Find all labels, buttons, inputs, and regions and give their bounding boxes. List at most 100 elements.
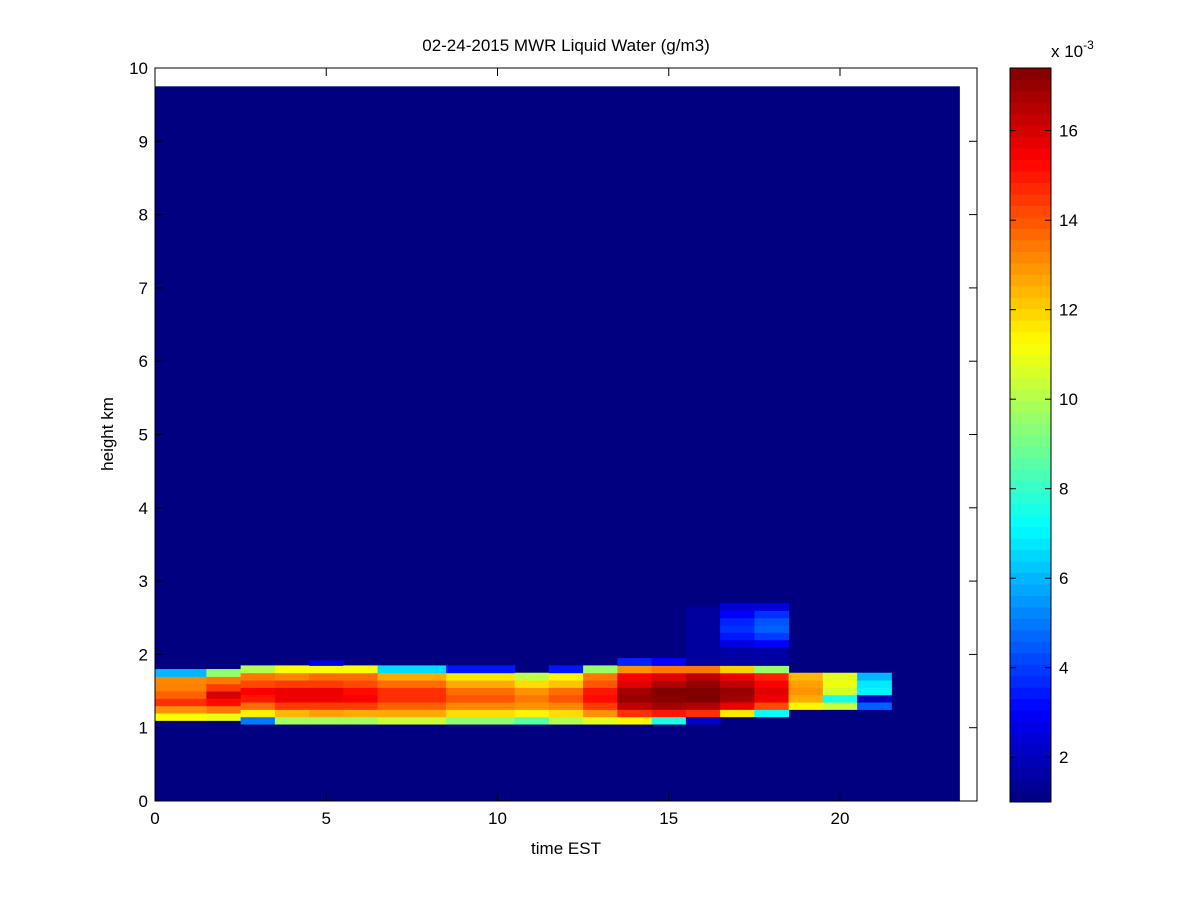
heatmap-cell: [155, 683, 207, 692]
colorbar-segment: [1010, 423, 1051, 436]
colorbar-segment: [1010, 687, 1051, 700]
heatmap-cell: [309, 716, 344, 725]
heatmap-cell: [309, 694, 344, 703]
heatmap-cell: [617, 672, 653, 681]
heatmap-cell: [240, 665, 276, 674]
y-tick-label: 8: [139, 206, 148, 225]
x-tick-label: 15: [659, 809, 678, 828]
heatmap-cell: [206, 683, 242, 692]
heatmap-cell: [720, 665, 755, 674]
y-tick-label: 2: [139, 645, 148, 664]
colorbar-segment: [1010, 148, 1051, 161]
y-tick-label: 6: [139, 352, 148, 371]
colorbar-segment: [1010, 251, 1051, 264]
heatmap-cell: [514, 680, 550, 688]
colorbar-segment: [1010, 721, 1051, 734]
colorbar-tick-label: 2: [1059, 748, 1068, 767]
heatmap-cell: [240, 680, 276, 688]
heatmap-cell: [446, 687, 516, 696]
colorbar-segment: [1010, 331, 1051, 344]
heatmap-cell: [685, 709, 721, 718]
heatmap-cell: [822, 672, 858, 681]
colorbar-tick-label: 8: [1059, 480, 1068, 499]
colorbar-segment: [1010, 549, 1051, 562]
heatmap-cell: [206, 676, 242, 685]
heatmap-cell: [720, 639, 755, 648]
heatmap-cell: [377, 716, 447, 725]
colorbar-segment: [1010, 710, 1051, 723]
colorbar-tick-label: 10: [1059, 390, 1078, 409]
heatmap-cell: [822, 694, 858, 703]
heatmap-cell: [754, 632, 790, 641]
y-tick-label: 5: [139, 426, 148, 445]
colorbar-segment: [1010, 790, 1051, 803]
colorbar-segment: [1010, 526, 1051, 539]
colorbar-segment: [1010, 756, 1051, 768]
heatmap-cell: [651, 665, 687, 674]
heatmap-cell: [754, 625, 790, 633]
heatmap-cell: [514, 716, 550, 725]
colorbar-segment: [1010, 595, 1051, 608]
colorbar-segment: [1010, 68, 1051, 80]
heatmap-cell: [309, 672, 344, 681]
heatmap-cell: [309, 660, 344, 666]
heatmap-cell: [343, 702, 379, 710]
colorbar-segment: [1010, 343, 1051, 356]
heatmap-cell: [446, 702, 516, 710]
heatmap-cell: [685, 702, 721, 710]
heatmap-cell: [343, 709, 379, 718]
y-tick-label: 10: [129, 59, 148, 78]
colorbar-segment: [1010, 125, 1051, 138]
heatmap-cell: [377, 680, 447, 688]
heatmap-cell: [754, 694, 790, 703]
heatmap-cell: [720, 702, 755, 710]
heatmap-cell: [548, 694, 584, 703]
heatmap-cell: [343, 687, 379, 696]
heatmap-cell: [822, 687, 858, 696]
colorbar-segment: [1010, 182, 1051, 195]
y-axis-label: height km: [98, 397, 117, 471]
heatmap-cell: [720, 625, 755, 633]
x-tick-label: 20: [831, 809, 850, 828]
y-tick-label: 1: [139, 719, 148, 738]
colorbar-segment: [1010, 308, 1051, 321]
heatmap-cell: [548, 680, 584, 688]
heatmap-cell: [583, 672, 618, 681]
heatmap-cell: [155, 698, 207, 707]
heatmap-cell: [309, 680, 344, 688]
heatmap-cell: [446, 709, 516, 718]
colorbar-segment: [1010, 492, 1051, 505]
heatmap-cell: [788, 680, 824, 688]
heatmap-cell: [583, 716, 618, 725]
heatmap-cell: [343, 694, 379, 703]
heatmap-cell: [754, 687, 790, 696]
colorbar-segment: [1010, 240, 1051, 252]
heatmap-cell: [822, 680, 858, 688]
heatmap-cell: [343, 680, 379, 688]
colorbar-segment: [1010, 389, 1051, 401]
colorbar-tick-label: 16: [1059, 122, 1078, 141]
heatmap-cell: [240, 709, 276, 718]
heatmap-cell: [446, 672, 516, 681]
heatmap-cell: [240, 716, 276, 725]
colorbar-segment: [1010, 767, 1051, 780]
heatmap-cell: [377, 694, 447, 703]
x-axis-label: time EST: [531, 839, 601, 858]
colorbar-segment: [1010, 607, 1051, 619]
heatmap-cell: [548, 716, 584, 725]
heatmap-cell: [617, 694, 653, 703]
heatmap-cell: [309, 709, 344, 718]
heatmap-cell: [446, 716, 516, 725]
heatmap-cell: [514, 694, 550, 703]
heatmap-cell: [240, 702, 276, 710]
heatmap-cell: [548, 665, 584, 674]
heatmap-cell: [685, 716, 721, 725]
colorbar-segment: [1010, 503, 1051, 516]
colorbar-segment: [1010, 113, 1051, 126]
heatmap-cell: [617, 665, 653, 674]
heatmap-cell: [754, 603, 790, 611]
heatmap-cell: [155, 676, 207, 685]
colorbar-segment: [1010, 228, 1051, 241]
heatmap-cell: [446, 665, 516, 674]
